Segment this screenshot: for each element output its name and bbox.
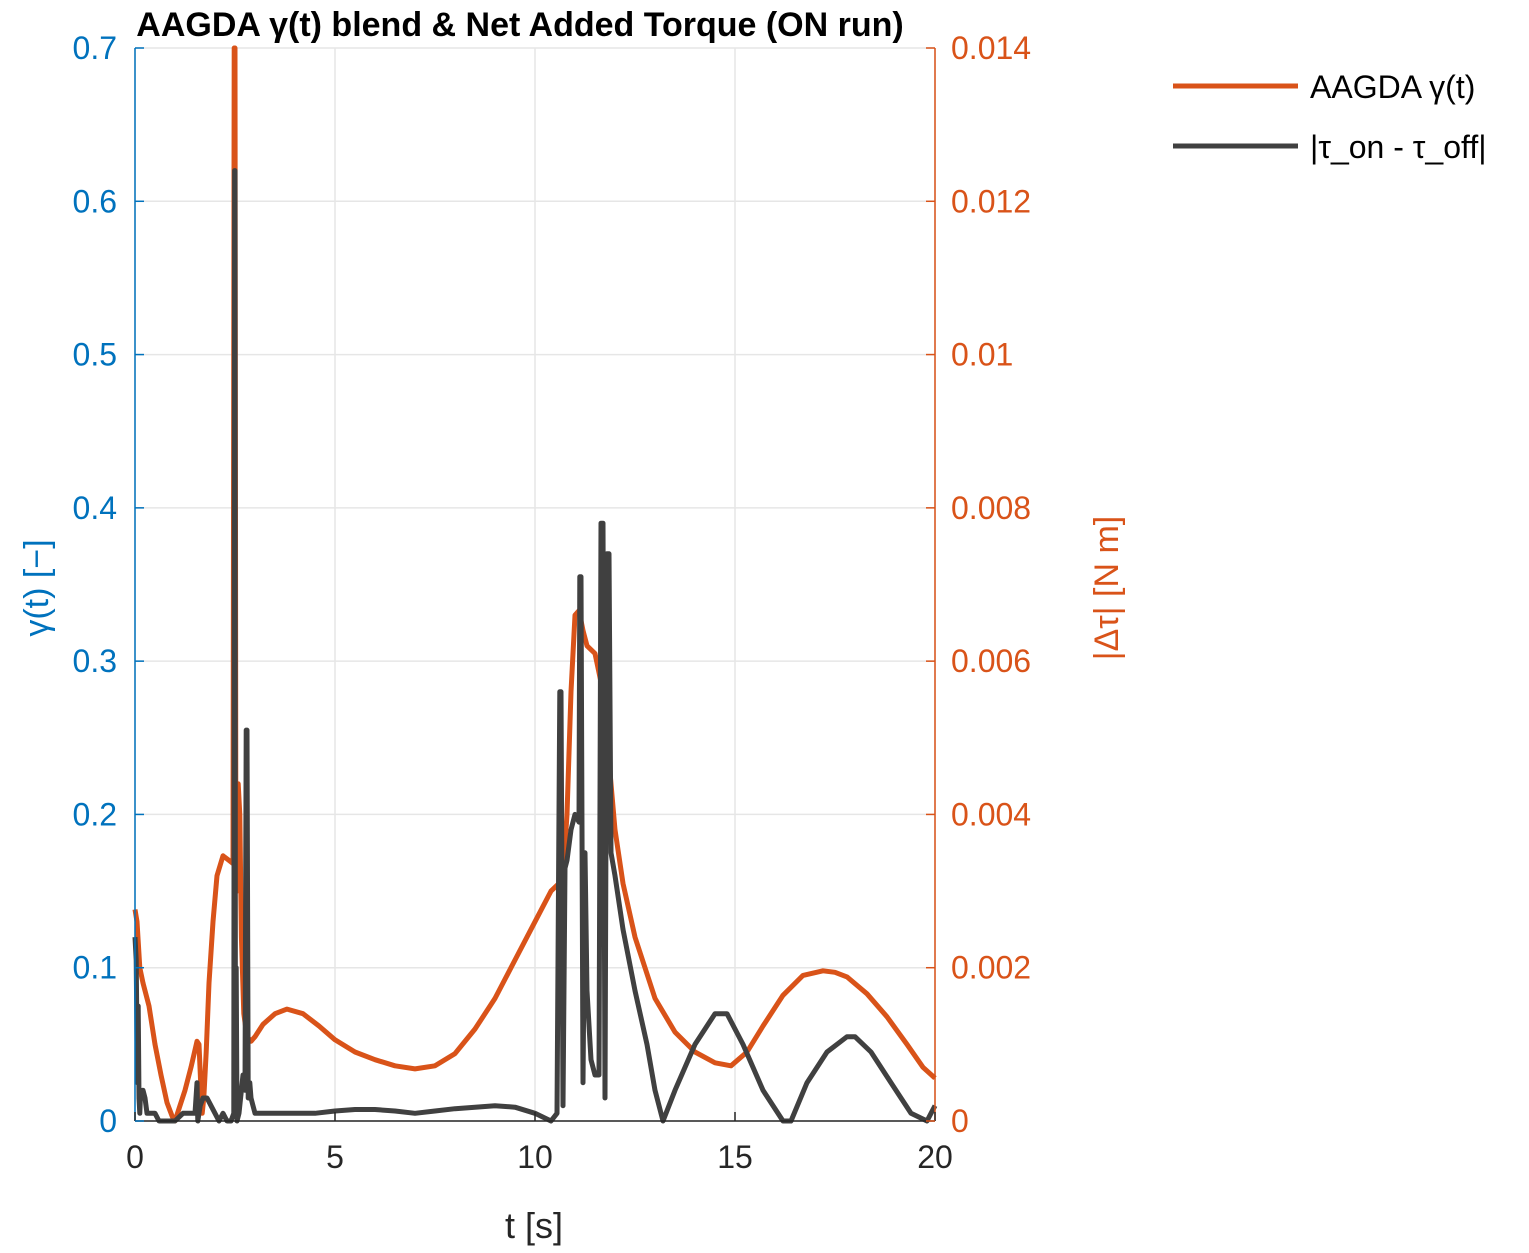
y-left-tick-label: 0 [99, 1103, 117, 1139]
y-right-tick-label: 0.002 [951, 950, 1031, 986]
y-right-tick-label: 0.006 [951, 643, 1031, 679]
y-axis-right-label: |Δτ| [N m] [1088, 516, 1126, 660]
x-tick-label: 20 [917, 1139, 953, 1175]
x-tick-label: 0 [126, 1139, 144, 1175]
x-tick-label: 5 [326, 1139, 344, 1175]
legend-label-gamma: AAGDA γ(t) [1310, 69, 1475, 105]
y-right-tick-label: 0.008 [951, 490, 1031, 526]
y-left-tick-label: 0.2 [73, 796, 117, 832]
legend: AAGDA γ(t) |τ_on - τ_off| [1173, 69, 1487, 165]
axes: 0 5 10 15 2000.10.20.30.40.50.60.700.0020.00… [73, 30, 1032, 1175]
x-axis-label: t [s] [505, 1205, 563, 1246]
legend-label-dtau: |τ_on - τ_off| [1310, 129, 1487, 165]
series-line-dtau [132, 168, 938, 1124]
series-layer [132, 45, 938, 1124]
y-right-tick-label: 0.012 [951, 183, 1031, 219]
series-line-gamma [132, 45, 937, 1124]
y-left-tick-label: 0.5 [73, 337, 117, 373]
y-left-tick-label: 0.3 [73, 643, 117, 679]
y-left-tick-label: 0.4 [73, 490, 117, 526]
y-right-tick-label: 0.004 [951, 796, 1031, 832]
y-left-tick-label: 0.6 [73, 183, 117, 219]
y-left-tick-label: 0.7 [73, 30, 117, 66]
y-right-tick-label: 0.01 [951, 337, 1013, 373]
y-right-tick-label: 0 [951, 1103, 969, 1139]
x-tick-label: 15 [717, 1139, 753, 1175]
y-left-tick-label: 0.1 [73, 950, 117, 986]
y-axis-left-label: γ(t) [−] [18, 539, 56, 636]
y-right-tick-label: 0.014 [951, 30, 1031, 66]
chart-title: AAGDA γ(t) blend & Net Added Torque (ON … [136, 6, 903, 44]
x-tick-label: 10 [517, 1139, 553, 1175]
